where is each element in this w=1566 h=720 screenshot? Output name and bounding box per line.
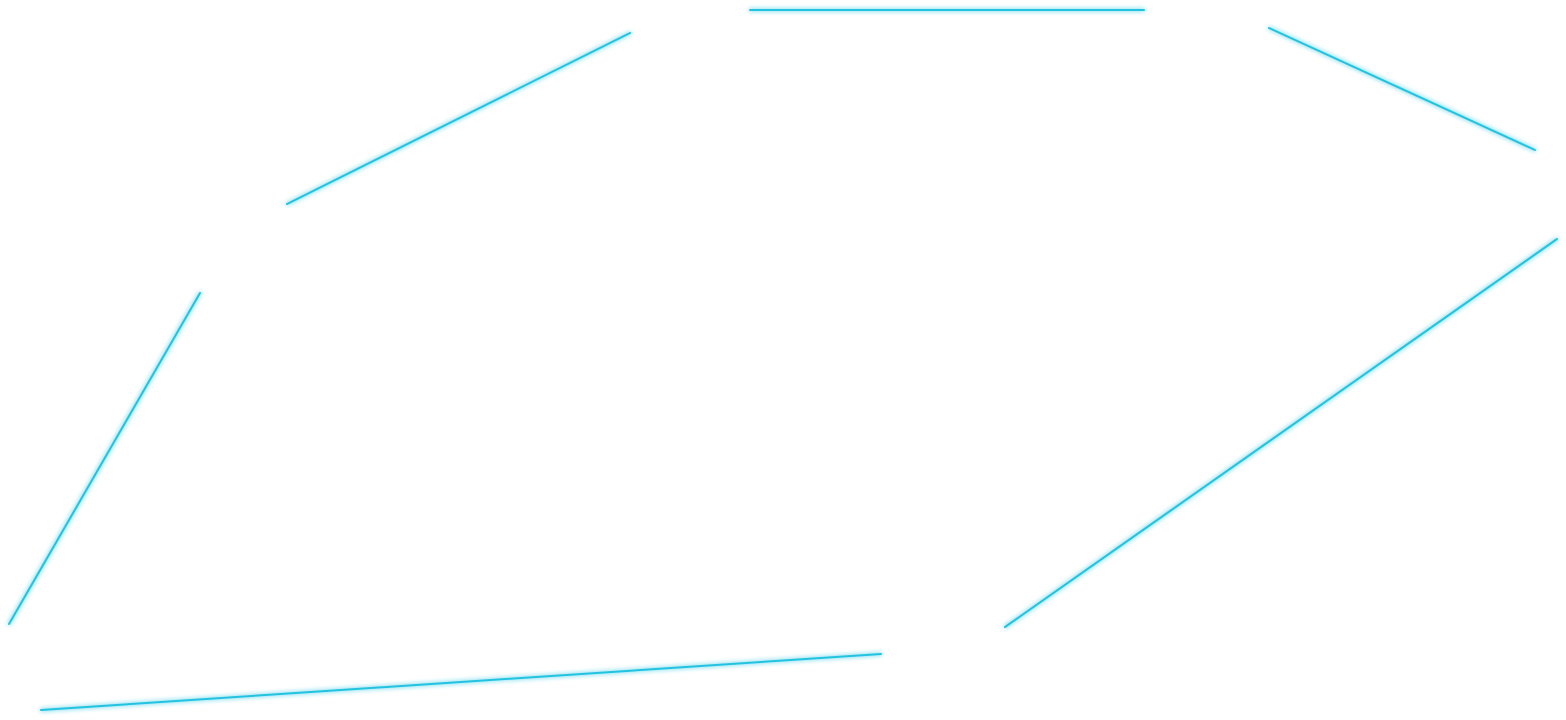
line-segment: [286, 32, 631, 205]
line-segment: [1004, 238, 1558, 628]
line-segment: [40, 653, 882, 711]
line-segment: [1268, 27, 1536, 151]
line-segment: [8, 292, 201, 625]
